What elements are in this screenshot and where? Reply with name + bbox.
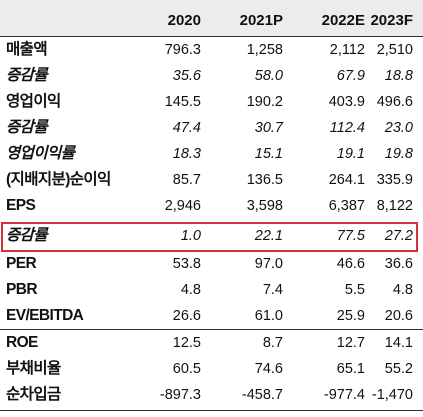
table-cell: 25.9	[336, 308, 365, 324]
table-cell: -977.4	[323, 387, 365, 403]
row-label: EPS	[6, 197, 36, 214]
row-label: (지배지분)순이익	[6, 171, 111, 188]
table-cell: 47.4	[172, 120, 201, 136]
table-row: 순차입금 -897.3 -458.7 -977.4 -1,470	[0, 382, 423, 408]
table-cell: 1,258	[246, 42, 283, 58]
table-row: EV/EBITDA 26.6 61.0 25.9 20.6	[0, 303, 423, 329]
table-row: ROE 12.5 8.7 12.7 14.1	[0, 330, 423, 356]
row-label: 영업이익	[6, 93, 61, 110]
row-label: 부채비율	[6, 360, 61, 377]
column-header: 2020	[167, 12, 201, 29]
table-cell: 12.7	[336, 335, 365, 351]
header-rule	[0, 36, 423, 37]
table-cell: 112.4	[329, 120, 365, 136]
table-cell: 335.9	[376, 172, 413, 188]
table-row: 매출액 796.3 1,258 2,112 2,510	[0, 37, 423, 63]
table-cell: 264.1	[328, 172, 365, 188]
table-cell: 145.5	[164, 94, 201, 110]
column-header: 2023F	[370, 12, 413, 29]
table-header: 2020 2021P 2022E 2023F	[0, 0, 423, 36]
highlight-box	[1, 222, 418, 252]
row-label: PER	[6, 255, 37, 272]
table-cell: 46.6	[336, 256, 365, 272]
row-label: 증감률	[6, 227, 48, 244]
row-label: 영업이익률	[6, 145, 75, 162]
table-cell: -897.3	[159, 387, 201, 403]
table-row: PBR 4.8 7.4 5.5 4.8	[0, 277, 423, 303]
table-cell: 58.0	[254, 68, 283, 84]
table-cell: 85.7	[172, 172, 201, 188]
table-cell: -1,470	[371, 387, 413, 403]
table-cell: 61.0	[254, 308, 283, 324]
table-row: 영업이익 145.5 190.2 403.9 496.6	[0, 89, 423, 115]
table-cell: 136.5	[246, 172, 283, 188]
table-cell: 2,510	[376, 42, 413, 58]
table-cell: 19.8	[384, 146, 413, 162]
row-label: 증감률	[6, 67, 48, 84]
row-label: 증감률	[6, 119, 48, 136]
table-cell: 2,946	[164, 198, 201, 214]
table-cell: 2,112	[329, 42, 365, 58]
table-cell: 4.8	[180, 282, 201, 298]
row-label: 순차입금	[6, 386, 61, 403]
table-cell: 67.9	[336, 68, 365, 84]
table-cell: 55.2	[384, 361, 413, 377]
bottom-rule	[0, 410, 423, 411]
table-cell: 18.8	[384, 68, 413, 84]
table-cell: 27.2	[384, 228, 413, 244]
table-cell: 8,122	[376, 198, 413, 214]
table-cell: 97.0	[254, 256, 283, 272]
row-label: EV/EBITDA	[6, 307, 84, 324]
table-cell: 5.5	[344, 282, 365, 298]
table-cell: 19.1	[336, 146, 365, 162]
table-cell: 796.3	[164, 42, 201, 58]
row-label: 매출액	[6, 41, 48, 58]
table-cell: 1.0	[180, 228, 201, 244]
table-row: EPS 2,946 3,598 6,387 8,122	[0, 193, 423, 219]
table-cell: 74.6	[254, 361, 283, 377]
table-cell: 3,598	[246, 198, 283, 214]
table-row: 부채비율 60.5 74.6 65.1 55.2	[0, 356, 423, 382]
table-row: PER 53.8 97.0 46.6 36.6	[0, 251, 423, 277]
table-cell: 36.6	[384, 256, 413, 272]
table-cell: 7.4	[262, 282, 283, 298]
table-cell: 190.2	[246, 94, 283, 110]
table-cell: 6,387	[328, 198, 365, 214]
table-row: 증감률 35.6 58.0 67.9 18.8	[0, 63, 423, 89]
table-cell: 65.1	[336, 361, 365, 377]
column-header: 2021P	[239, 12, 283, 29]
table-cell: 403.9	[328, 94, 365, 110]
table-cell: 4.8	[392, 282, 413, 298]
table-cell: 26.6	[172, 308, 201, 324]
table-cell: -458.7	[241, 387, 283, 403]
table-cell: 18.3	[172, 146, 201, 162]
table-cell: 30.7	[254, 120, 283, 136]
table-row: 증감률 47.4 30.7 112.4 23.0	[0, 115, 423, 141]
section-divider	[0, 329, 423, 330]
column-header: 2022E	[321, 12, 365, 29]
table-row: (지배지분)순이익 85.7 136.5 264.1 335.9	[0, 167, 423, 193]
table-cell: 53.8	[172, 256, 201, 272]
table-cell: 23.0	[384, 120, 413, 136]
table-cell: 77.5	[336, 228, 365, 244]
table-cell: 15.1	[254, 146, 283, 162]
table-row: 영업이익률 18.3 15.1 19.1 19.8	[0, 141, 423, 167]
table-cell: 496.6	[376, 94, 413, 110]
table-cell: 35.6	[172, 68, 201, 84]
row-label: PBR	[6, 281, 38, 298]
table-cell: 20.6	[384, 308, 413, 324]
table-cell: 14.1	[384, 335, 413, 351]
table-cell: 8.7	[262, 335, 283, 351]
table-cell: 22.1	[254, 228, 283, 244]
table-row: 증감률 1.0 22.1 77.5 27.2	[0, 223, 423, 249]
row-label: ROE	[6, 334, 38, 351]
table-cell: 60.5	[172, 361, 201, 377]
table-cell: 12.5	[172, 335, 201, 351]
